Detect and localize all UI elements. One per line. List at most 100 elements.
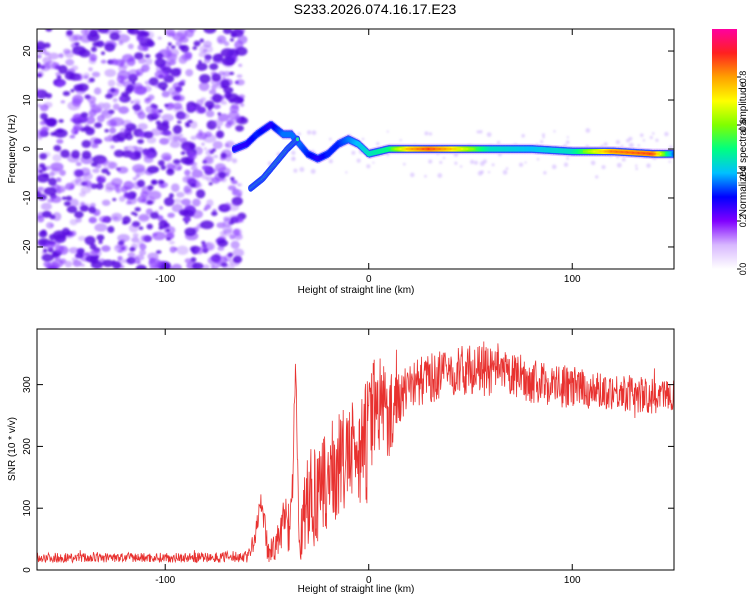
noise-blob xyxy=(195,189,206,199)
noise-blob xyxy=(43,151,51,158)
noise-blob xyxy=(184,29,195,38)
noise-blob xyxy=(48,52,60,60)
colorbar-ticks: 0.0 0.2 0.4 0.6 0.8 xyxy=(737,71,748,275)
ytick-label: 10 xyxy=(22,94,33,106)
noise-blob xyxy=(160,165,166,171)
noise-blob xyxy=(169,240,175,245)
noise-blob xyxy=(38,169,43,173)
noise-blob xyxy=(117,255,123,261)
noise-blob xyxy=(198,51,207,58)
noise-blob xyxy=(171,203,183,213)
faint-noise xyxy=(366,164,371,169)
faint-noise xyxy=(553,130,556,133)
noise-blob xyxy=(177,120,182,124)
noise-blob xyxy=(174,94,185,102)
faint-noise xyxy=(439,160,443,164)
noise-blob xyxy=(37,186,44,191)
noise-blob xyxy=(104,69,117,78)
noise-blob xyxy=(90,46,97,52)
faint-noise xyxy=(442,156,446,160)
noise-blob xyxy=(98,240,103,244)
noise-blob xyxy=(217,245,225,251)
noise-blob xyxy=(109,127,117,134)
noise-blob xyxy=(137,139,145,144)
noise-blob xyxy=(119,245,126,251)
noise-blob xyxy=(191,209,204,219)
faint-noise xyxy=(649,135,653,140)
noise-blob xyxy=(205,176,214,182)
noise-blob xyxy=(130,100,134,104)
noise-blob xyxy=(157,81,168,90)
noise-blob xyxy=(194,246,204,255)
noise-blob xyxy=(66,205,78,214)
noise-blob xyxy=(154,70,169,80)
noise-blob xyxy=(229,234,236,240)
noise-blob xyxy=(70,230,77,237)
faint-noise xyxy=(651,132,655,135)
noise-blob xyxy=(120,75,128,81)
snr-ylabel: SNR (10 * v/v) xyxy=(7,417,18,481)
spectrogram-plot-area xyxy=(37,29,674,269)
noise-blob xyxy=(64,260,73,268)
noise-blob xyxy=(90,162,98,167)
noise-blob xyxy=(236,97,244,103)
noise-blob xyxy=(101,51,105,56)
faint-noise xyxy=(664,131,669,137)
noise-blob xyxy=(190,183,197,188)
snr-series-line xyxy=(37,341,674,564)
noise-blob xyxy=(231,180,238,185)
noise-blob xyxy=(73,84,84,92)
noise-blob xyxy=(198,81,210,92)
noise-blob xyxy=(101,168,109,174)
noise-blob xyxy=(91,143,99,149)
noise-blob xyxy=(233,233,243,241)
faint-noise xyxy=(476,130,480,134)
faint-noise xyxy=(566,156,570,160)
noise-blob xyxy=(37,136,43,141)
faint-noise xyxy=(386,130,389,133)
noise-blob xyxy=(155,250,162,254)
noise-blob xyxy=(147,185,154,191)
noise-blob xyxy=(201,142,205,146)
noise-blob xyxy=(72,45,87,56)
faint-noise xyxy=(585,128,591,133)
faint-noise xyxy=(345,171,348,174)
noise-blob xyxy=(58,119,64,123)
noise-blob xyxy=(161,90,170,98)
noise-blob xyxy=(176,245,189,256)
noise-blob xyxy=(75,75,82,81)
noise-blob xyxy=(94,223,108,232)
noise-blob xyxy=(93,87,102,95)
noise-blob xyxy=(37,73,43,78)
noise-blob xyxy=(208,182,213,186)
faint-noise xyxy=(356,158,361,163)
noise-blob xyxy=(222,70,231,77)
noise-blob xyxy=(102,102,111,110)
faint-noise xyxy=(402,162,406,166)
noise-blob xyxy=(224,91,232,99)
noise-blob xyxy=(45,165,51,171)
noise-blob xyxy=(222,29,233,35)
noise-blob xyxy=(184,169,191,176)
noise-blob xyxy=(184,121,190,126)
noise-blob xyxy=(70,88,75,93)
noise-blob xyxy=(80,263,85,267)
faint-noise xyxy=(635,167,639,171)
xtick-label: 100 xyxy=(564,575,581,586)
faint-noise xyxy=(502,170,508,175)
faint-noise xyxy=(486,132,492,137)
noise-blob xyxy=(72,168,84,178)
noise-blob xyxy=(143,131,154,139)
noise-blob xyxy=(61,196,67,201)
noise-blob xyxy=(49,234,56,241)
noise-blob xyxy=(220,79,230,89)
noise-blob xyxy=(230,103,240,110)
noise-blob xyxy=(45,117,58,126)
noise-blob xyxy=(146,200,154,205)
noise-blob xyxy=(203,147,208,151)
faint-noise xyxy=(551,164,557,170)
colorbar-gradient xyxy=(712,29,737,269)
noise-blob xyxy=(234,114,242,120)
noise-blob xyxy=(137,57,146,64)
